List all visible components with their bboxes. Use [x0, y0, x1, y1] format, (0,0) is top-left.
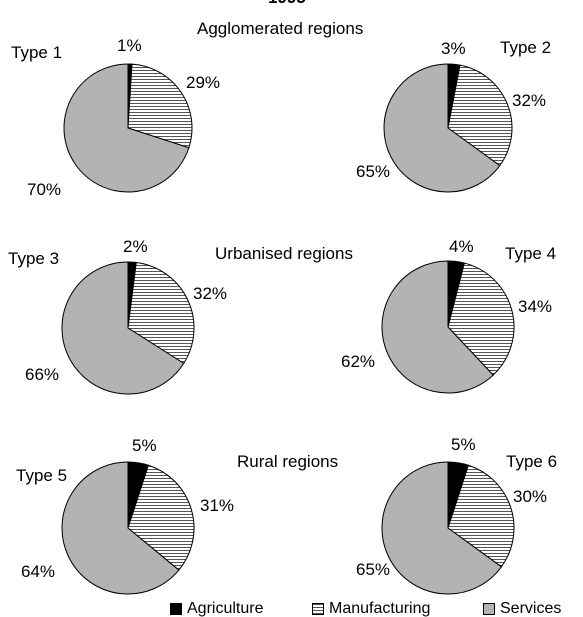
- pie-1-slice-manufacturing: [127, 63, 193, 149]
- pie-3-label-agriculture: 2%: [123, 237, 148, 256]
- legend-item-services: Services: [483, 601, 561, 617]
- pie-4-label-manufacturing: 34%: [518, 297, 553, 316]
- pie-title-type-1: Type 1: [11, 43, 63, 62]
- pie-5-label-services: 64%: [21, 562, 56, 581]
- pie-4-label-agriculture: 4%: [449, 237, 474, 256]
- pie-2-label-manufacturing: 32%: [512, 91, 547, 110]
- pie-6-slice-manufacturing: [447, 464, 515, 568]
- pie-4-slice-services: [381, 260, 494, 394]
- pie-6-label-agriculture: 5%: [451, 435, 476, 454]
- group-label-agglomerated: Agglomerated regions: [197, 19, 364, 38]
- pie-6-label-services: 65%: [356, 560, 391, 579]
- pie-title-type-6: Type 6: [506, 452, 558, 471]
- pie-5-label-manufacturing: 31%: [200, 496, 235, 515]
- pie-6-slice-services: [381, 461, 503, 595]
- pie-2-label-agriculture: 3%: [441, 39, 466, 58]
- legend-label-manufacturing: Manufacturing: [329, 600, 431, 617]
- chart-year-label: 1995: [268, 0, 306, 6]
- pie-1-label-manufacturing: 29%: [186, 73, 221, 92]
- group-label-rural: Rural regions: [237, 452, 339, 471]
- pie-2-slice-services: [383, 63, 501, 193]
- pie-5-slice-services: [61, 461, 180, 595]
- pie-title-type-4: Type 4: [505, 244, 557, 263]
- pie-title-type-3: Type 3: [8, 249, 60, 268]
- legend-label-agriculture: Agriculture: [187, 600, 264, 617]
- pie-5-slice-manufacturing: [127, 464, 195, 571]
- pie-2-slice-manufacturing: [447, 64, 513, 167]
- pie-5-label-agriculture: 5%: [132, 436, 157, 455]
- pie-6-label-manufacturing: 30%: [513, 487, 548, 506]
- legend-item-agriculture: Agriculture: [170, 601, 263, 617]
- legend-label-services: Services: [500, 600, 562, 617]
- pie-title-type-5: Type 5: [16, 466, 68, 485]
- group-label-urbanised: Urbanised regions: [215, 244, 353, 263]
- pie-title-type-2: Type 2: [500, 38, 552, 57]
- pie-1-label-agriculture: 1%: [117, 36, 142, 55]
- legend-swatch-agriculture: [170, 603, 182, 615]
- pie-1-slice-services: [63, 63, 190, 193]
- pie-4-slice-manufacturing: [447, 262, 515, 376]
- pie-4-label-services: 62%: [341, 352, 376, 371]
- pie-3-slice-services: [61, 261, 185, 395]
- pie-1-label-services: 70%: [27, 180, 62, 199]
- legend-swatch-manufacturing: [312, 603, 324, 615]
- pie-3-label-services: 66%: [25, 365, 60, 384]
- pie-2-label-services: 65%: [356, 162, 391, 181]
- legend-swatch-services: [483, 603, 495, 615]
- legend-item-manufacturing: Manufacturing: [312, 601, 430, 617]
- pie-3-label-manufacturing: 32%: [193, 284, 228, 303]
